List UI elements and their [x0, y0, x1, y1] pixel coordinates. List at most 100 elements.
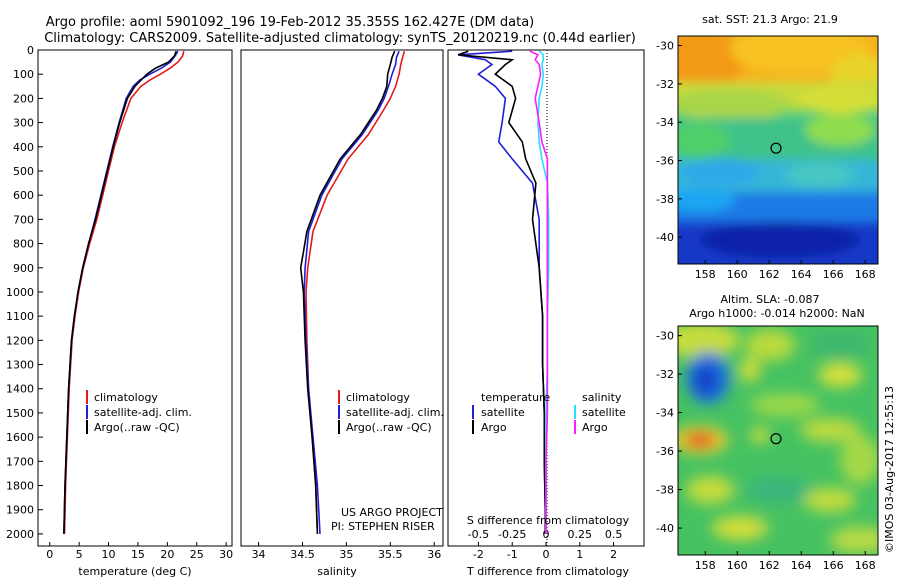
map-x-tick-label: 162 — [759, 559, 780, 572]
temperature-x-axis: 0 5 10 15 20 25 30 — [46, 542, 233, 561]
temperature-line-argo — [63, 50, 177, 534]
sst-map-title: sat. SST: 21.3 Argo: 21.9 — [702, 13, 838, 26]
legend-label-argo: Argo(..raw -QC) — [346, 421, 432, 434]
sla-map-title: Altim. SLA: -0.087 — [720, 293, 819, 306]
map-x-tick-label: 164 — [791, 268, 812, 281]
legend-label-satellite: satellite-adj. clim. — [94, 406, 192, 419]
map-y-tick-label: -40 — [656, 231, 674, 244]
project-credit: US ARGO PROJECT — [341, 506, 443, 519]
map-y-tick-label: -36 — [656, 445, 674, 458]
depth-tick-label: 1700 — [6, 455, 34, 468]
pi-credit: PI: STEPHEN RISER — [331, 520, 435, 533]
map-y-tick-label: -38 — [656, 193, 674, 206]
map-y-tick-label: -30 — [656, 40, 674, 53]
salinity-line-argo — [299, 50, 396, 534]
sla-map-panel: Altim. SLA: -0.087 Argo h1000: -0.014 h2… — [656, 293, 879, 572]
salinity-line-satellite-adj — [303, 50, 400, 534]
x-tick-label: 25 — [190, 548, 204, 561]
imos-timestamp: ©IMOS 03-Aug-2017 12:55:13 — [883, 386, 896, 553]
difference-panel: -2 -1 0 1 2 -0.5 -0.25 0 0.25 0.5 S difference fr… — [447, 49, 645, 578]
temperature-panel: 0100200300400500600700800900100011001200… — [6, 44, 233, 578]
sla-field — [678, 326, 878, 555]
temperature-x-label: temperature (deg C) — [78, 565, 191, 578]
depth-tick-label: 1900 — [6, 504, 34, 517]
map-x-tick-label: 168 — [855, 268, 876, 281]
legend-heading-salinity: salinity — [582, 391, 622, 404]
depth-tick-label: 1000 — [6, 286, 34, 299]
depth-tick-label: 2000 — [6, 528, 34, 541]
s-diff-tick-label: 0.25 — [568, 528, 593, 541]
x-tick-label: 35.5 — [378, 548, 403, 561]
x-tick-label: 35 — [339, 548, 353, 561]
x-tick-label: 36 — [427, 548, 441, 561]
difference-x-axis: -2 -1 0 1 2 -0.5 -0.25 0 0.25 0.5 — [468, 528, 623, 561]
s-difference-label: S difference from climatology — [467, 514, 630, 527]
depth-tick-label: 800 — [13, 238, 34, 251]
s-diff-tick-label: -0.5 — [468, 528, 489, 541]
s-diff-tick-label: -0.25 — [498, 528, 526, 541]
t-difference-label: T difference from climatology — [466, 565, 629, 578]
temperature-legend: climatology satellite-adj. clim. Argo(..… — [86, 390, 192, 434]
sla-map-subtitle: Argo h1000: -0.014 h2000: NaN — [689, 307, 865, 320]
x-tick-label: -2 — [473, 548, 484, 561]
legend-label-argo: Argo(..raw -QC) — [94, 421, 180, 434]
depth-tick-label: 200 — [13, 92, 34, 105]
x-tick-label: 15 — [131, 548, 145, 561]
depth-tick-label: 500 — [13, 165, 34, 178]
depth-tick-label: 300 — [13, 117, 34, 130]
legend-label-satellite: satellite-adj. clim. — [346, 406, 444, 419]
depth-tick-label: 1100 — [6, 310, 34, 323]
depth-axis: 0 100 200 300 400 500 600 700 800 900 1000 1100 1200… — [6, 44, 43, 541]
map-x-tick-label: 166 — [823, 559, 844, 572]
map-x-tick-label: 160 — [727, 559, 748, 572]
x-tick-label: 20 — [160, 548, 174, 561]
salinity-legend: climatology satellite-adj. clim. Argo(..… — [338, 390, 444, 434]
argo-position-marker — [770, 433, 782, 445]
figure-title-line1: Argo profile: aoml 5901092_196 19-Feb-20… — [46, 15, 535, 30]
depth-tick-label: 1800 — [6, 480, 34, 493]
difference-line-temperature-argo — [457, 50, 547, 534]
depth-tick-label: 1500 — [6, 407, 34, 420]
map-x-tick-label: 162 — [759, 268, 780, 281]
map-y-tick-label: -30 — [656, 330, 674, 343]
depth-tick-label: 900 — [13, 262, 34, 275]
map-y-tick-label: -32 — [656, 78, 674, 91]
sla-map-frame — [677, 325, 879, 556]
salinity-x-label: salinity — [317, 565, 357, 578]
x-tick-label: -1 — [507, 548, 518, 561]
depth-tick-label: 700 — [13, 213, 34, 226]
salinity-series — [299, 50, 406, 534]
depth-tick-label: 1600 — [6, 431, 34, 444]
difference-legend: temperature satellite Argo salinity sate… — [472, 391, 626, 434]
difference-series — [457, 50, 550, 534]
x-tick-label: 0 — [46, 548, 53, 561]
map-y-tick-label: -36 — [656, 155, 674, 168]
legend-label-s-satellite: satellite — [582, 406, 626, 419]
map-y-tick-label: -32 — [656, 368, 674, 381]
map-y-tick-label: -34 — [656, 116, 674, 129]
difference-line-salinity-argo — [529, 50, 549, 534]
depth-tick-label: 0 — [27, 44, 34, 57]
figure-title-line2: Climatology: CARS2009. Satellite-adjuste… — [44, 31, 636, 46]
x-tick-label: 5 — [76, 548, 83, 561]
x-tick-label: 10 — [102, 548, 116, 561]
depth-tick-label: 1200 — [6, 334, 34, 347]
x-tick-label: 30 — [219, 548, 233, 561]
sst-map-axes: 158 160 162 164 166 168 -30 -32 -34 -36 -38 -40 — [656, 40, 876, 281]
depth-tick-label: 100 — [13, 68, 34, 81]
sst-map-panel: sat. SST: 21.3 Argo: 21.9 — [656, 13, 879, 281]
legend-label-climatology: climatology — [94, 391, 158, 404]
x-tick-label: 0 — [543, 548, 550, 561]
map-y-tick-label: -34 — [656, 407, 674, 420]
argo-position-marker — [770, 142, 782, 154]
x-tick-label: 2 — [610, 548, 617, 561]
map-x-tick-label: 158 — [695, 268, 716, 281]
legend-label-climatology: climatology — [346, 391, 410, 404]
salinity-panel: 34 34.5 35 35.5 36 salinity climatology sate… — [240, 49, 444, 578]
map-x-tick-label: 160 — [727, 268, 748, 281]
legend-heading-temperature: temperature — [481, 391, 550, 404]
depth-tick-label: 1400 — [6, 383, 34, 396]
depth-tick-label: 600 — [13, 189, 34, 202]
s-diff-tick-label: 0.5 — [605, 528, 623, 541]
